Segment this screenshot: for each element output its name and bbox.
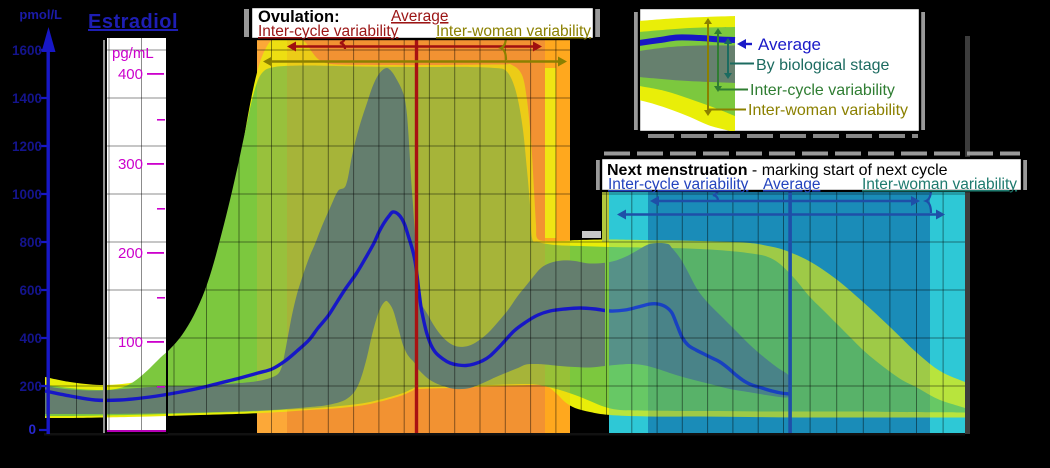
svg-text:Inter-woman variability: Inter-woman variability — [862, 176, 1017, 193]
svg-text:400: 400 — [118, 66, 143, 83]
svg-text:200: 200 — [19, 379, 42, 394]
svg-text:Inter-cycle variability: Inter-cycle variability — [608, 176, 749, 193]
svg-text:1200: 1200 — [12, 139, 42, 154]
svg-text:Inter-cycle variability: Inter-cycle variability — [750, 82, 895, 99]
svg-text:pg/mL: pg/mL — [112, 45, 154, 62]
svg-text:1000: 1000 — [12, 187, 42, 202]
svg-text:1600: 1600 — [12, 43, 42, 58]
svg-text:Next menstruation - marking st: Next menstruation - marking start of nex… — [607, 162, 948, 179]
svg-text:100: 100 — [118, 334, 143, 351]
svg-text:By biological stage: By biological stage — [756, 57, 890, 74]
svg-text:Average: Average — [391, 8, 448, 25]
svg-text:300: 300 — [118, 156, 143, 173]
svg-text:1400: 1400 — [12, 91, 42, 106]
svg-text:Estradiol: Estradiol — [88, 11, 178, 33]
svg-text:Inter-cycle variability: Inter-cycle variability — [258, 23, 399, 40]
svg-text:800: 800 — [19, 235, 42, 250]
svg-text:600: 600 — [19, 283, 42, 298]
svg-text:Inter-woman variability: Inter-woman variability — [436, 23, 591, 40]
svg-text:Average: Average — [758, 35, 821, 54]
svg-text:Inter-woman variability: Inter-woman variability — [748, 102, 908, 119]
svg-text:Ovulation:: Ovulation: — [258, 8, 340, 26]
svg-text:Average: Average — [763, 176, 820, 193]
svg-text:200: 200 — [118, 245, 143, 262]
svg-text:pmol/L: pmol/L — [19, 7, 62, 22]
svg-text:400: 400 — [19, 331, 42, 346]
svg-text:0: 0 — [28, 422, 36, 437]
